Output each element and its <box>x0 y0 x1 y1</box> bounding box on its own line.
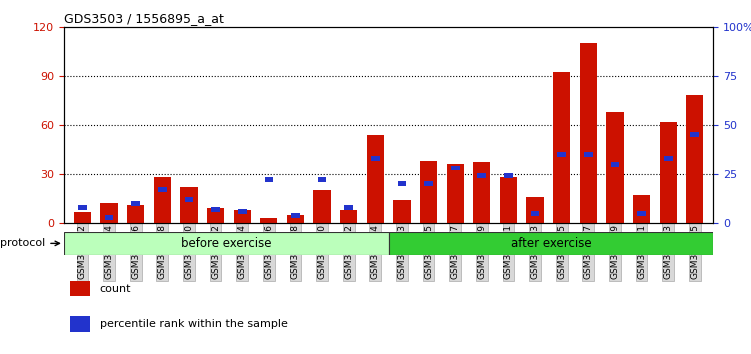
Bar <box>78 205 87 210</box>
Bar <box>154 177 171 223</box>
Bar <box>420 161 437 223</box>
Bar <box>127 205 144 223</box>
Bar <box>686 95 704 223</box>
Bar <box>207 208 225 223</box>
Bar <box>371 156 380 161</box>
Bar <box>260 218 277 223</box>
Bar <box>611 162 620 166</box>
Bar <box>105 215 113 219</box>
Bar <box>553 73 570 223</box>
Bar <box>185 197 193 202</box>
Bar <box>71 316 90 332</box>
Bar <box>584 152 593 157</box>
Bar <box>131 201 140 206</box>
Bar <box>74 212 91 223</box>
Bar <box>238 209 246 214</box>
Bar <box>397 181 406 186</box>
Bar <box>71 280 90 297</box>
Bar <box>580 43 597 223</box>
Bar <box>504 173 513 178</box>
Bar <box>633 195 650 223</box>
Bar <box>638 211 646 216</box>
Bar <box>287 215 304 223</box>
Text: protocol: protocol <box>0 238 59 249</box>
Text: percentile rank within the sample: percentile rank within the sample <box>100 319 288 329</box>
Bar <box>424 181 433 186</box>
Bar <box>158 187 167 192</box>
Bar <box>389 232 713 255</box>
Bar <box>473 162 490 223</box>
Bar <box>340 210 357 223</box>
Text: after exercise: after exercise <box>511 237 591 250</box>
Bar <box>500 177 517 223</box>
Bar <box>690 132 699 137</box>
Bar <box>264 177 273 182</box>
Bar <box>447 164 464 223</box>
Bar <box>526 197 544 223</box>
Text: GDS3503 / 1556895_a_at: GDS3503 / 1556895_a_at <box>64 12 224 25</box>
Bar <box>345 205 353 210</box>
Text: count: count <box>100 284 131 293</box>
Bar <box>211 207 220 212</box>
Text: before exercise: before exercise <box>181 237 272 250</box>
Bar <box>313 190 330 223</box>
Bar <box>606 112 623 223</box>
Bar <box>64 232 389 255</box>
Bar <box>180 187 198 223</box>
Bar <box>531 211 539 216</box>
Bar <box>451 166 460 171</box>
Bar <box>478 173 486 178</box>
Bar <box>291 213 300 218</box>
Bar <box>101 203 118 223</box>
Bar <box>557 152 566 157</box>
Bar <box>664 156 672 161</box>
Bar <box>394 200 411 223</box>
Bar <box>318 177 327 182</box>
Bar <box>234 210 251 223</box>
Bar <box>659 121 677 223</box>
Bar <box>366 135 384 223</box>
